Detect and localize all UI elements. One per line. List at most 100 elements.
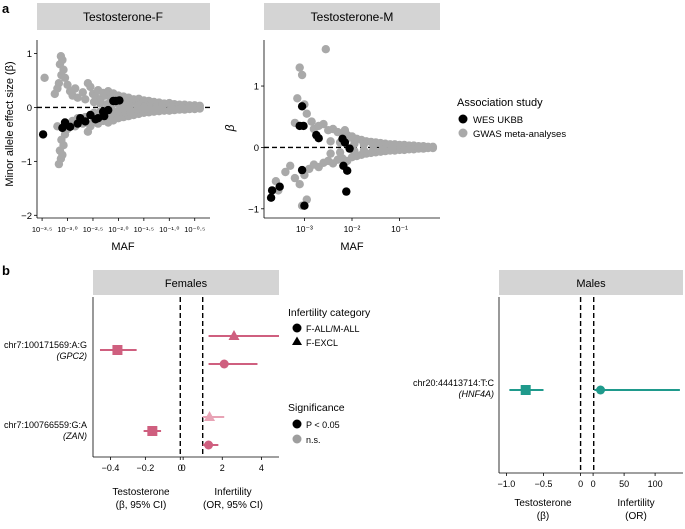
title-testosterone-m: Testosterone-M [311, 10, 394, 24]
testosterone-m-gwas-point [319, 119, 328, 129]
legend-gwas-label: GWAS meta-analyses [473, 129, 566, 140]
legend-category-title: Infertility category [288, 307, 371, 319]
variant-gene-hnf4a: (HNF4A) [459, 389, 495, 399]
testosterone-f-gwas-point [86, 82, 95, 92]
males-infertility-xlabel-2: (OR) [625, 511, 647, 522]
females-testosterone-xlabel: Testosterone [112, 487, 170, 498]
testosterone-m-y-tick-label: −1 [248, 204, 259, 215]
females-testosterone-xlabel-2: (β, 95% CI) [116, 500, 167, 511]
females-infertility-tick-label: 2 [220, 463, 225, 473]
legend-triangle-marker [292, 336, 302, 345]
females-testosterone-tick-label: 0 [178, 463, 183, 473]
legend-ns-label: n.s. [306, 435, 321, 445]
legend-gwas-marker [458, 128, 468, 138]
panel-a-label: a [2, 1, 10, 16]
testosterone-f-gwas-point [177, 103, 187, 113]
testosterone-f-y-tick-label: 0 [27, 103, 32, 114]
testosterone-m-wes-point [297, 165, 307, 175]
testosterone-f-gwas-point [73, 93, 82, 102]
males-testosterone-tick-label: −1.0 [498, 479, 516, 489]
testosterone-m-gwas-point [335, 148, 345, 157]
legend-ns-marker [292, 434, 302, 444]
testosterone-m-gwas-point [281, 167, 290, 177]
forest-females: Females chr7:100171569:A:G (GPC2) chr7:1… [4, 270, 279, 511]
males-infertility-tick-label: 100 [648, 479, 663, 489]
testosterone-f-gwas-point [40, 73, 49, 83]
testosterone-f-wes-point [81, 117, 90, 126]
females-infertility-triangle [228, 330, 240, 340]
testosterone-f-gwas-point [133, 104, 142, 114]
ylabel-testosterone-m: β [223, 124, 237, 132]
testosterone-m-gwas-point [326, 137, 335, 146]
testosterone-m-wes-point [342, 187, 351, 196]
males-infertility-tick-label: 50 [619, 479, 629, 489]
testosterone-f-wes-point [38, 130, 48, 139]
variant-gene-gpc2: (GPC2) [56, 351, 87, 361]
testosterone-m-wes-point [299, 121, 308, 131]
testosterone-f-y-tick-label: −1 [21, 157, 32, 168]
females-infertility-xlabel-2: (OR, 95% CI) [203, 500, 263, 511]
females-testosterone-tick-label: −0.4 [102, 463, 120, 473]
testosterone-f-x-tick-label: 10⁻²·⁰ [108, 225, 128, 234]
legend-fall-label: F-ALL/M-ALL [306, 324, 360, 334]
testosterone-f-x-tick-label: 10⁻³·⁰ [57, 225, 77, 234]
testosterone-m-x-tick-label: 10⁻³ [296, 224, 313, 234]
testosterone-m-gwas-point [297, 70, 307, 80]
testosterone-m-gwas-point [369, 145, 378, 155]
testosterone-m-gwas-point [326, 149, 335, 158]
males-testosterone-estimate [520, 385, 531, 395]
testosterone-m-gwas-point [359, 146, 369, 155]
testosterone-f-gwas-point [195, 104, 204, 113]
testosterone-m-gwas-point [293, 94, 302, 103]
testosterone-f-wes-point [104, 105, 113, 115]
testosterone-f-gwas-point [54, 159, 64, 169]
testosterone-m-gwas-point [302, 109, 311, 118]
testosterone-m-gwas-point [290, 173, 300, 183]
testosterone-m-gwas-point [286, 161, 295, 170]
testosterone-f-y-tick-label: 1 [27, 49, 32, 60]
title-testosterone-f: Testosterone-F [83, 10, 163, 24]
females-infertility-triangle [204, 411, 216, 421]
forest-males: Males chr20:44413714:T:C (HNF4A) −1.0 −0.… [413, 270, 683, 522]
scatter-testosterone-m: Testosterone-M 10⁻³ 10⁻² 10⁻¹ 1 0 −1 MAF β [223, 3, 440, 253]
testosterone-f-gwas-point [95, 98, 105, 108]
males-infertility-circle [596, 385, 606, 395]
strip-females [93, 270, 279, 295]
males-infertility-tick-label: 0 [591, 479, 596, 489]
testosterone-m-gwas-point [295, 63, 304, 72]
strip-males [499, 270, 683, 295]
testosterone-m-wes-point [297, 102, 307, 111]
testosterone-f-wes-point [100, 111, 109, 121]
strip-testosterone-f [37, 3, 210, 30]
testosterone-m-wes-point [275, 182, 284, 191]
testosterone-f-gwas-point [50, 89, 59, 99]
testosterone-f-x-tick-label: 10⁻²·⁵ [83, 225, 103, 234]
title-males: Males [576, 278, 606, 290]
legend-association-title: Association study [457, 97, 543, 109]
testosterone-m-y-tick-label: 0 [254, 143, 259, 154]
males-testosterone-xlabel-2: (β) [537, 511, 549, 522]
testosterone-f-y-tick-label: −2 [21, 211, 32, 222]
panel-b-label: b [2, 263, 10, 278]
females-testosterone-estimate [112, 345, 123, 355]
males-testosterone-xlabel: Testosterone [514, 498, 572, 509]
testosterone-m-wes-point [300, 201, 309, 210]
testosterone-f-gwas-point [78, 88, 88, 97]
testosterone-m-gwas-point [359, 140, 369, 149]
xlabel-testosterone-m: MAF [340, 241, 364, 253]
legend-significant-label: P < 0.05 [306, 420, 340, 430]
testosterone-m-wes-point [343, 166, 352, 175]
title-females: Females [165, 278, 208, 290]
testosterone-m-wes-point [314, 134, 323, 143]
females-infertility-tick-label: 4 [259, 463, 264, 473]
testosterone-m-x-tick-label: 10⁻² [344, 224, 361, 234]
testosterone-m-x-tick-label: 10⁻¹ [391, 224, 408, 234]
males-infertility-xlabel: Infertility [617, 498, 654, 509]
testosterone-f-gwas-point [188, 103, 197, 113]
testosterone-f-gwas-point [63, 80, 72, 90]
testosterone-f-x-tick-label: 10⁻¹·⁵ [134, 225, 154, 234]
males-testosterone-tick-label: −0.5 [535, 479, 553, 489]
females-infertility-circle [204, 440, 214, 450]
testosterone-m-wes-point [345, 144, 354, 153]
testosterone-m-wes-point [267, 186, 277, 195]
